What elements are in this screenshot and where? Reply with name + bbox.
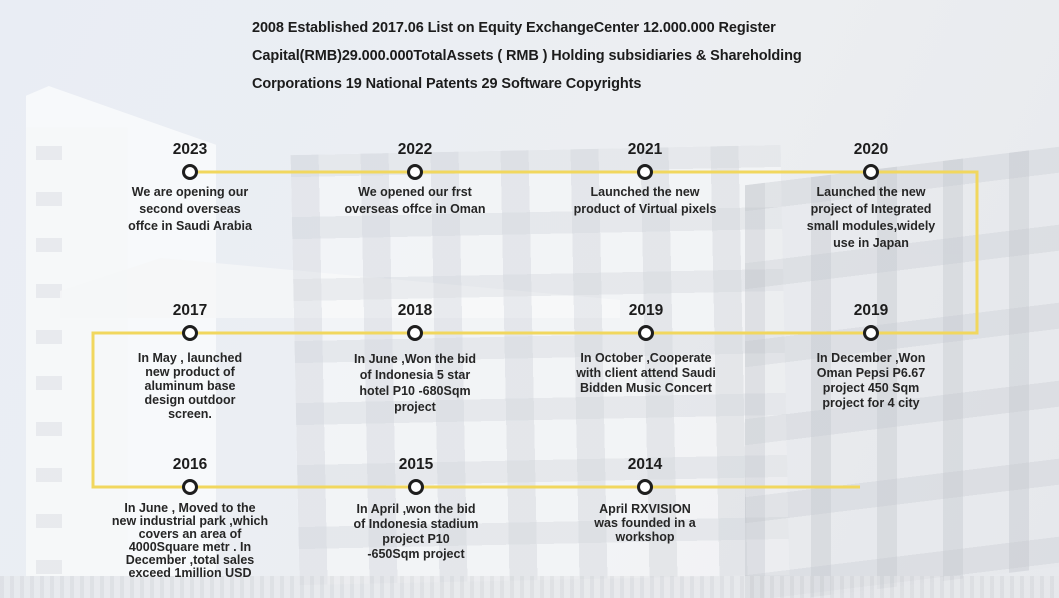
milestone-year: 2015	[398, 456, 434, 473]
milestone-description: April RXVISION was founded in a workshop	[594, 502, 696, 544]
milestone-dot-icon	[182, 325, 198, 341]
milestone-year: 2014	[627, 456, 663, 473]
milestone-year: 2019	[628, 302, 664, 319]
milestone-dot-icon	[637, 479, 653, 495]
milestone-year: 2021	[627, 141, 663, 158]
milestone-description: In April ,won the bid of Indonesia stadi…	[353, 502, 479, 561]
milestone-year: 2016	[172, 456, 208, 473]
milestone-year: 2017	[172, 302, 208, 319]
milestone-year: 2019	[853, 302, 889, 319]
milestone-description: We opened our frst overseas offce in Oma…	[344, 185, 486, 216]
milestone-dot-icon	[863, 164, 879, 180]
milestone-description: We are opening our second overseas offce…	[128, 185, 252, 233]
milestone-description: In June ,Won the bid of Indonesia 5 star…	[354, 352, 476, 414]
milestone-dot-icon	[637, 164, 653, 180]
milestone-dot-icon	[182, 479, 198, 495]
milestone-dot-icon	[182, 164, 198, 180]
milestone-description: Launched the new project of Integrated s…	[806, 185, 936, 250]
milestone-year: 2023	[172, 141, 208, 158]
milestone-year: 2020	[853, 141, 889, 158]
milestone-dot-icon	[863, 325, 879, 341]
milestone-description: In October ,Cooperate with client attend…	[576, 351, 716, 395]
milestone-year: 2018	[397, 302, 433, 319]
milestone-year: 2022	[397, 141, 433, 158]
milestone-dot-icon	[407, 325, 423, 341]
milestone-dot-icon	[408, 479, 424, 495]
milestone-dot-icon	[407, 164, 423, 180]
milestone-dot-icon	[638, 325, 654, 341]
milestone-description: Launched the new product of Virtual pixe…	[573, 185, 717, 216]
milestone-description: In May , launched new product of aluminu…	[137, 351, 243, 421]
milestone-description: In June , Moved to the new industrial pa…	[111, 501, 269, 580]
milestone-description: In December ,Won Oman Pepsi P6.67 projec…	[816, 351, 926, 410]
timeline-line	[91, 170, 979, 489]
company-stats-header: 2008 Established 2017.06 List on Equity …	[252, 20, 802, 92]
